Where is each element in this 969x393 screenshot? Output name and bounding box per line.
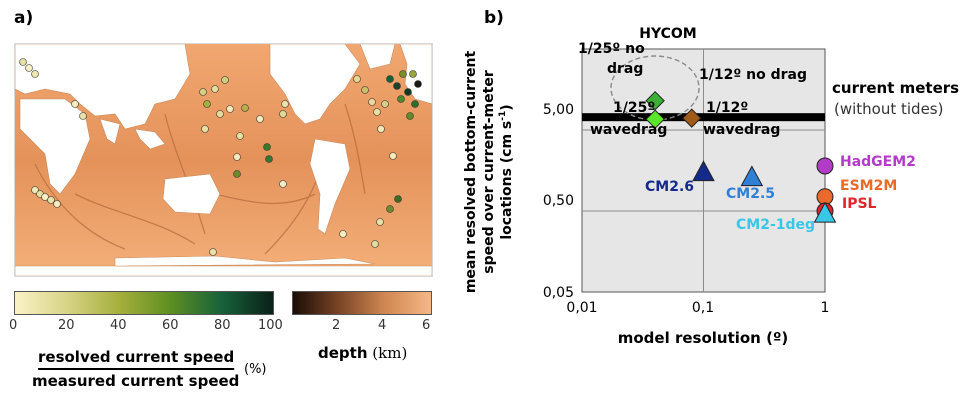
hycom-label: HYCOM	[639, 26, 696, 42]
y-tick-0: 0,05	[543, 285, 574, 301]
label-esm2m: ESM2M	[840, 178, 897, 194]
speed-tick-0: 0	[9, 318, 18, 333]
current-meters-label: current meters	[832, 79, 959, 97]
speed-tick-100: 100	[258, 318, 283, 333]
ratio-denominator: measured current speed	[32, 372, 240, 390]
depth-tick-6: 6	[422, 318, 431, 333]
x-axis-label: model resolution (º)	[618, 329, 789, 347]
depth-tick-2: 2	[332, 318, 341, 333]
ratio-unit: (%)	[244, 362, 267, 377]
data-point-1-25-wavedrag	[645, 109, 665, 129]
current-meters-band	[582, 113, 825, 122]
x-tick-2: 1	[821, 300, 830, 316]
label-cm26: CM2.6	[645, 179, 694, 195]
current-meter-sites	[19, 58, 422, 256]
depth-label: depth (km)	[318, 344, 407, 362]
y-label-line3-text: locations (cm s	[499, 121, 515, 240]
label-wavedrag12-l2: wavedrag	[703, 122, 780, 138]
label-nodrag12: 1/12º no drag	[699, 67, 807, 83]
y-tick-1: 0,50	[543, 193, 574, 209]
data-marks	[645, 90, 837, 223]
depth-colorbar	[292, 291, 432, 315]
depth-label-unit: (km)	[372, 344, 408, 362]
label-wavedrag25-l1: 1/25º	[613, 100, 655, 116]
ratio-numerator: resolved current speed	[38, 348, 234, 366]
y-axis-label: mean resolved bottom-current speed over …	[463, 51, 515, 294]
ratio-numerator-text: resolved current speed	[38, 348, 235, 366]
data-point-cm2-5	[740, 165, 764, 187]
label-nodrag25-l1: 1/25º no	[578, 41, 645, 57]
panel-a-label: a)	[14, 8, 34, 28]
data-point-cm2-1deg	[813, 201, 837, 223]
y-label-line1: mean resolved bottom-current	[463, 51, 479, 294]
label-cm21deg: CM2-1deg	[736, 217, 815, 233]
label-wavedrag12-l1: 1/12º	[706, 100, 748, 116]
data-point-cm2-6	[692, 160, 715, 182]
y-tick-2: 5,00	[543, 102, 574, 118]
world-map-svg	[14, 43, 433, 277]
land	[14, 43, 433, 277]
panel-b-label: b)	[484, 8, 504, 28]
label-cm25: CM2.5	[726, 186, 775, 202]
label-wavedrag25-l2: wavedrag	[590, 122, 667, 138]
label-ipsl: IPSL	[842, 196, 877, 212]
y-label-end: )	[499, 104, 515, 110]
world-map	[14, 43, 433, 277]
data-point-hadgem2	[816, 157, 834, 175]
y-label-sup: -1	[498, 111, 508, 121]
label-nodrag25-l2: drag	[607, 61, 643, 77]
x-tick-1: 0,1	[692, 300, 714, 316]
data-point-1-12-no-drag	[682, 108, 702, 128]
scatter-chart: 0,01 0,1 1 0,05 0,50 5,00 model resoluti…	[463, 26, 959, 347]
y-label-line2: speed over current-meter	[481, 70, 497, 274]
x-tick-0: 0,01	[566, 300, 597, 316]
speed-tick-60: 60	[162, 318, 179, 333]
speed-tick-40: 40	[110, 318, 127, 333]
without-tides-label: (without tides)	[834, 100, 943, 118]
depth-label-main: depth	[318, 344, 368, 362]
speed-tick-80: 80	[214, 318, 231, 333]
speed-colorbar	[14, 291, 274, 315]
depth-tick-4: 4	[378, 318, 387, 333]
label-hadgem2: HadGEM2	[840, 154, 916, 170]
speed-tick-20: 20	[58, 318, 75, 333]
y-label-line3: locations (cm s-1)	[498, 104, 515, 239]
